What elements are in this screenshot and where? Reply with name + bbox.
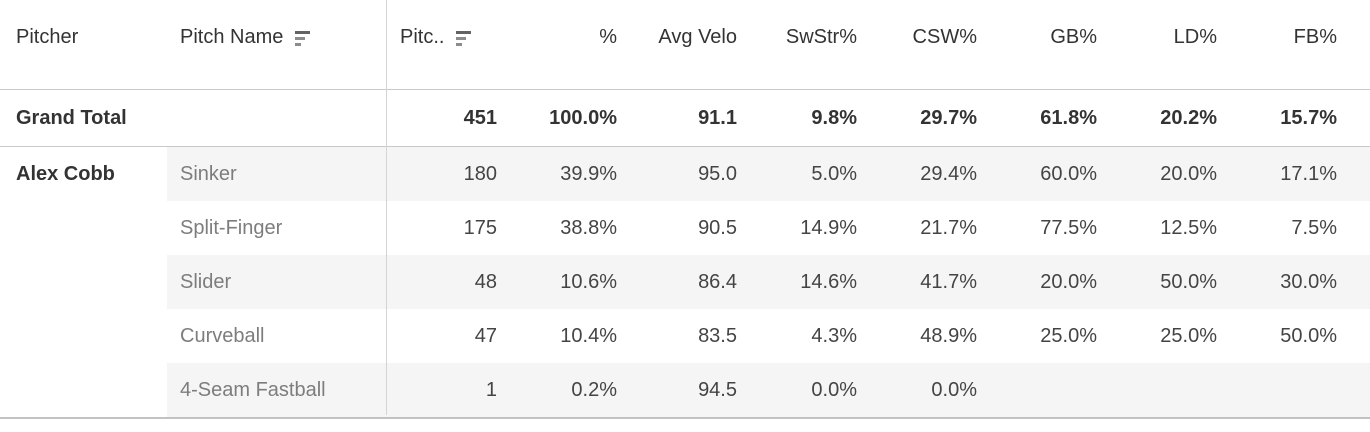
cell-ld[interactable]: 50.0% <box>1097 255 1217 309</box>
column-header-label: Avg Velo <box>658 26 737 48</box>
cell-ld[interactable]: 12.5% <box>1160 216 1217 239</box>
column-header-label: % <box>599 26 617 48</box>
sort-descending-icon[interactable] <box>456 31 472 46</box>
pitcher-name[interactable]: Alex Cobb <box>16 162 115 185</box>
column-header-label: SwStr% <box>785 26 857 48</box>
table-row: Split-Finger 175 38.8% 90.5 14.9% 21.7% … <box>0 201 1370 255</box>
grand-total-csw[interactable]: 29.7% <box>920 106 977 129</box>
row-filler <box>1337 147 1370 201</box>
cell-gb[interactable]: 77.5% <box>1040 216 1097 239</box>
cell-gb[interactable] <box>977 363 1097 417</box>
pitch-stats-table: Pitcher Pitch Name Pitc.. % Avg Velo SwS… <box>0 0 1370 419</box>
cell-avg-velo[interactable]: 90.5 <box>698 216 737 239</box>
pitch-name[interactable]: 4-Seam Fastball <box>167 363 387 417</box>
cell-gb[interactable]: 20.0% <box>977 255 1097 309</box>
row-filler <box>1337 363 1370 417</box>
empty-cell <box>0 363 167 417</box>
cell-fb[interactable] <box>1217 363 1337 417</box>
cell-fb[interactable]: 17.1% <box>1217 147 1337 201</box>
empty-cell <box>167 90 387 146</box>
column-header-pitcher[interactable]: Pitcher <box>0 0 167 89</box>
column-header-fb[interactable]: FB% <box>1217 0 1337 89</box>
cell-csw[interactable]: 41.7% <box>857 255 977 309</box>
grand-total-row: Grand Total 451 100.0% 91.1 9.8% 29.7% 6… <box>0 90 1370 147</box>
pitch-name[interactable]: Sinker <box>167 147 387 201</box>
cell-ld[interactable]: 25.0% <box>1160 324 1217 347</box>
column-divider <box>386 0 387 415</box>
cell-pct[interactable]: 0.2% <box>497 363 617 417</box>
cell-gb[interactable]: 25.0% <box>1040 324 1097 347</box>
cell-pct[interactable]: 10.6% <box>497 255 617 309</box>
column-header-pitch-name[interactable]: Pitch Name <box>167 0 387 89</box>
pitch-name[interactable]: Slider <box>167 255 387 309</box>
cell-pitches[interactable]: 175 <box>463 216 497 239</box>
column-header-label: CSW% <box>912 26 977 48</box>
row-filler <box>1337 255 1370 309</box>
cell-pct[interactable]: 39.9% <box>497 147 617 201</box>
header-filler <box>1337 0 1370 89</box>
table-row: 4-Seam Fastball 1 0.2% 94.5 0.0% 0.0% <box>0 363 1370 419</box>
column-header-pct[interactable]: % <box>497 0 617 89</box>
cell-pitches[interactable]: 1 <box>387 363 497 417</box>
column-header-label: FB% <box>1293 26 1337 48</box>
column-header-gb[interactable]: GB% <box>977 0 1097 89</box>
cell-pct[interactable]: 10.4% <box>560 324 617 347</box>
column-header-swstr[interactable]: SwStr% <box>737 0 857 89</box>
column-header-label: Pitcher <box>16 26 79 48</box>
sort-descending-icon[interactable] <box>295 31 311 46</box>
cell-swstr[interactable]: 4.3% <box>811 324 857 347</box>
cell-csw[interactable]: 29.4% <box>857 147 977 201</box>
cell-fb[interactable]: 7.5% <box>1291 216 1337 239</box>
cell-avg-velo[interactable]: 83.5 <box>698 324 737 347</box>
cell-ld[interactable] <box>1097 363 1217 417</box>
column-header-ld[interactable]: LD% <box>1097 0 1217 89</box>
cell-csw[interactable]: 21.7% <box>920 216 977 239</box>
grand-total-pct[interactable]: 100.0% <box>549 106 617 129</box>
empty-cell <box>0 309 167 363</box>
table-row: Alex Cobb Sinker 180 39.9% 95.0 5.0% 29.… <box>0 147 1370 201</box>
cell-csw[interactable]: 0.0% <box>857 363 977 417</box>
column-header-label: LD% <box>1173 26 1217 48</box>
cell-swstr[interactable]: 14.6% <box>737 255 857 309</box>
column-header-pitch-count[interactable]: Pitc.. <box>387 0 497 89</box>
pitch-name[interactable]: Split-Finger <box>180 216 283 239</box>
grand-total-label[interactable]: Grand Total <box>16 106 127 129</box>
cell-swstr[interactable]: 0.0% <box>737 363 857 417</box>
cell-pitches[interactable]: 180 <box>387 147 497 201</box>
row-filler <box>1337 90 1370 146</box>
cell-avg-velo[interactable]: 95.0 <box>617 147 737 201</box>
cell-avg-velo[interactable]: 86.4 <box>617 255 737 309</box>
column-header-avg-velo[interactable]: Avg Velo <box>617 0 737 89</box>
cell-pitches[interactable]: 47 <box>474 324 497 347</box>
cell-ld[interactable]: 20.0% <box>1097 147 1217 201</box>
cell-swstr[interactable]: 5.0% <box>737 147 857 201</box>
grand-total-avg-velo[interactable]: 91.1 <box>698 106 737 129</box>
cell-swstr[interactable]: 14.9% <box>800 216 857 239</box>
column-header-label: Pitch Name <box>180 26 284 48</box>
grand-total-fb[interactable]: 15.7% <box>1280 106 1337 129</box>
cell-pitches[interactable]: 48 <box>387 255 497 309</box>
pitch-name[interactable]: Curveball <box>180 324 265 347</box>
column-header-label: Pitc.. <box>400 26 445 48</box>
table-row: Slider 48 10.6% 86.4 14.6% 41.7% 20.0% 5… <box>0 255 1370 309</box>
table-row: Curveball 47 10.4% 83.5 4.3% 48.9% 25.0%… <box>0 309 1370 363</box>
grand-total-pitches[interactable]: 451 <box>463 106 497 129</box>
cell-avg-velo[interactable]: 94.5 <box>617 363 737 417</box>
row-filler <box>1337 201 1370 255</box>
cell-pct[interactable]: 38.8% <box>560 216 617 239</box>
cell-csw[interactable]: 48.9% <box>920 324 977 347</box>
cell-gb[interactable]: 60.0% <box>977 147 1097 201</box>
grand-total-swstr[interactable]: 9.8% <box>811 106 857 129</box>
column-header-label: GB% <box>1050 26 1097 48</box>
grand-total-ld[interactable]: 20.2% <box>1160 106 1217 129</box>
empty-cell <box>0 255 167 309</box>
header-row: Pitcher Pitch Name Pitc.. % Avg Velo SwS… <box>0 0 1370 90</box>
row-filler <box>1337 309 1370 363</box>
empty-cell <box>0 201 167 255</box>
column-header-csw[interactable]: CSW% <box>857 0 977 89</box>
cell-fb[interactable]: 50.0% <box>1280 324 1337 347</box>
cell-fb[interactable]: 30.0% <box>1217 255 1337 309</box>
grand-total-gb[interactable]: 61.8% <box>1040 106 1097 129</box>
